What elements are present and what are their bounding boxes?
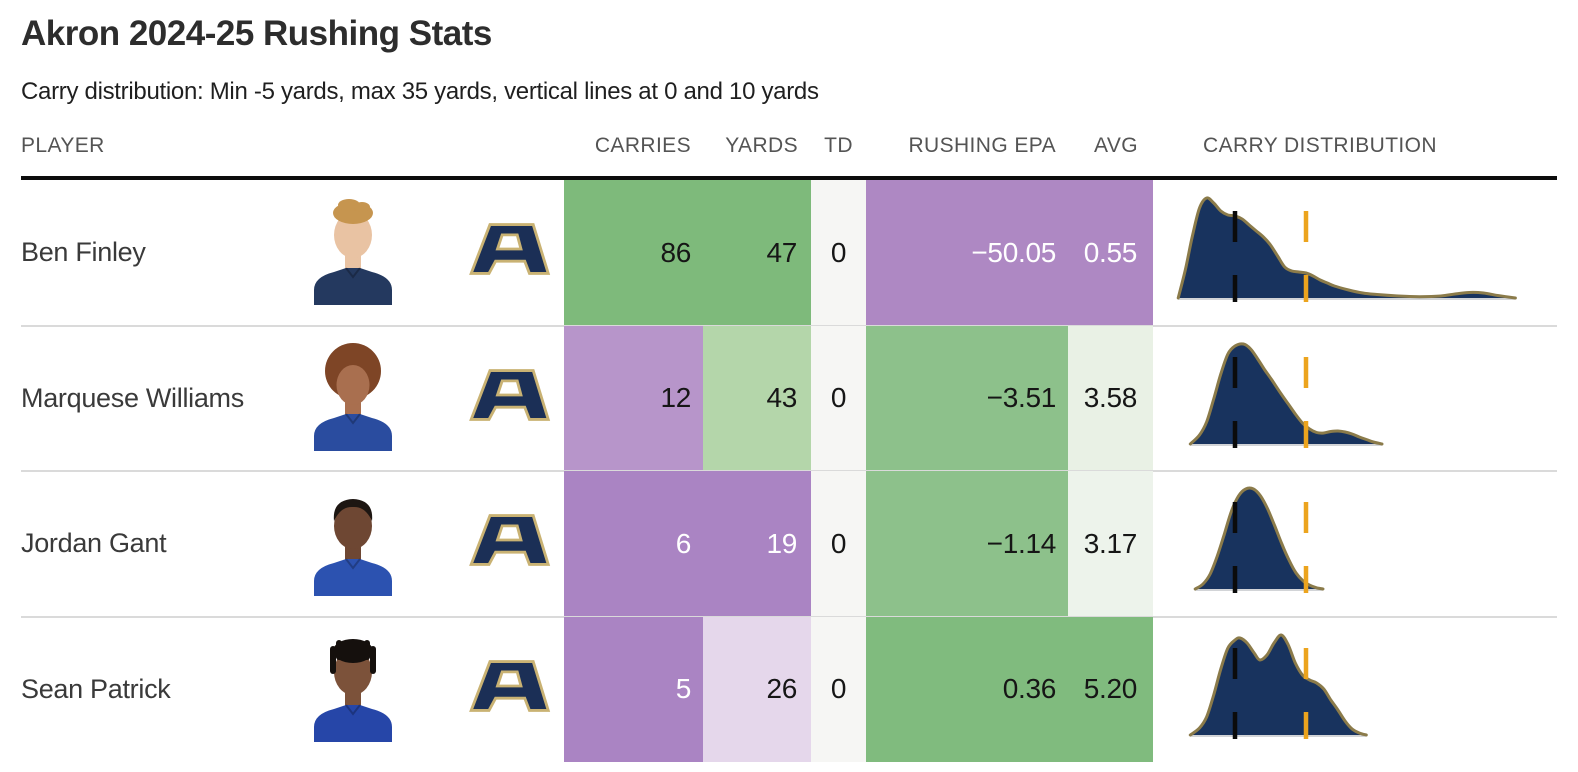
yards-cell: 19: [703, 471, 811, 617]
density-fill: [1195, 488, 1323, 589]
akron-a-icon: [469, 223, 551, 275]
headshot-svg: [314, 199, 392, 305]
carries-cell: 6: [564, 471, 703, 617]
rushing-epa-cell: −1.14: [866, 471, 1068, 617]
headshot-svg: [314, 638, 392, 742]
density-outline: [1193, 486, 1325, 591]
td-cell: 0: [811, 325, 866, 471]
density-svg: [1188, 341, 1384, 448]
column-header-td: TD: [824, 134, 853, 157]
carries-cell: 5: [564, 616, 703, 762]
density-fill: [1178, 197, 1516, 298]
column-header-player: PLAYER: [21, 134, 105, 157]
page-subtitle: Carry distribution: Min -5 yards, max 35…: [21, 78, 819, 105]
akron-a-icon: [469, 368, 551, 421]
carries-cell: 12: [564, 325, 703, 471]
yards-cell: 26: [703, 616, 811, 762]
player-headshot: [305, 342, 401, 451]
column-header-carries: CARRIES: [594, 134, 691, 157]
table-row: Jordan Gant 6 19 0 −1.14 3.17: [0, 471, 1578, 617]
header-rule: [21, 176, 1557, 180]
column-header-yards: YARDS: [725, 134, 798, 157]
rushing-epa-cell: 0.36: [866, 616, 1068, 762]
yards-cell: 43: [703, 325, 811, 471]
avg-cell: 3.17: [1068, 471, 1153, 617]
akron-a-icon: [469, 514, 551, 566]
player-name: Ben Finley: [21, 237, 146, 268]
td-cell: 0: [811, 616, 866, 762]
carry-distribution-plot: [1170, 326, 1562, 476]
rushing-epa-cell: −3.51: [866, 325, 1068, 471]
yards-cell: 47: [703, 180, 811, 326]
table-row: Ben Finley 86 47 0 −50.05 0.55: [0, 180, 1578, 326]
density-fill: [1190, 343, 1382, 444]
player-headshot: [305, 488, 401, 596]
density-svg: [1176, 196, 1517, 302]
avg-cell: 0.55: [1068, 180, 1153, 326]
akron-logo: [458, 655, 552, 717]
player-headshot: [305, 197, 401, 305]
carry-distribution-plot: [1170, 471, 1562, 621]
headshot-svg: [314, 499, 392, 596]
column-header-avg: AVG: [1094, 134, 1138, 157]
akron-logo: [458, 218, 552, 280]
page-title: Akron 2024-25 Rushing Stats: [21, 14, 492, 53]
table-row: Marquese Williams 12 43 0 −3.51 3.58: [0, 325, 1578, 471]
headshot-svg: [314, 342, 392, 451]
avg-cell: 5.20: [1068, 616, 1153, 762]
player-headshot: [305, 634, 401, 742]
density-outline: [1188, 633, 1368, 736]
carry-distribution-plot: [1170, 617, 1562, 767]
akron-logo: [458, 509, 552, 571]
player-name: Marquese Williams: [21, 382, 244, 413]
player-name: Jordan Gant: [21, 528, 167, 559]
density-outline: [1188, 341, 1384, 445]
carry-distribution-plot: [1170, 180, 1562, 330]
akron-logo: [458, 364, 552, 426]
density-svg: [1188, 633, 1368, 739]
column-header-rushing-epa: RUSHING EPA: [908, 134, 1056, 157]
rushing-epa-cell: −50.05: [866, 180, 1068, 326]
player-name: Sean Patrick: [21, 673, 171, 704]
table-row: Sean Patrick 5 26 0 0.36 5.20: [0, 616, 1578, 762]
akron-a-icon: [469, 659, 551, 712]
td-cell: 0: [811, 180, 866, 326]
carries-cell: 86: [564, 180, 703, 326]
density-outline: [1176, 196, 1517, 300]
column-header-carry-distribution: CARRY DISTRIBUTION: [1203, 134, 1437, 157]
density-svg: [1193, 486, 1325, 593]
avg-cell: 3.58: [1068, 325, 1153, 471]
td-cell: 0: [811, 471, 866, 617]
